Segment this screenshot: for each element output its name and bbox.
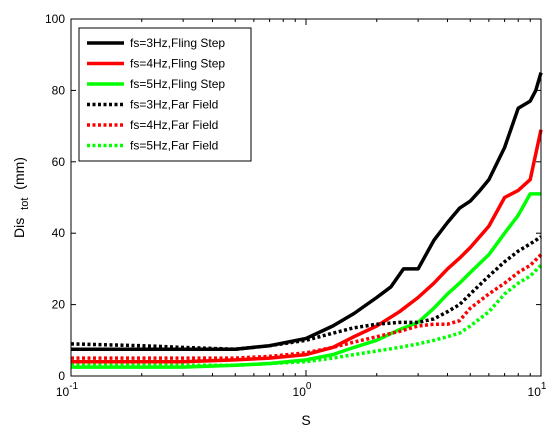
x-tick-label: 10-1 xyxy=(56,381,79,399)
x-axis-label: S xyxy=(301,412,310,428)
y-tick-label: 100 xyxy=(45,12,65,26)
series-line-3 xyxy=(71,192,541,369)
y-tick-label: 80 xyxy=(52,83,66,97)
legend-label: fs=4Hz,Far Field xyxy=(130,118,218,132)
x-tick-base: 10 xyxy=(528,385,542,399)
x-tick-base: 10 xyxy=(56,385,70,399)
y-tick-label: 0 xyxy=(58,369,65,383)
legend-label: fs=5Hz,Fling Step xyxy=(130,77,225,91)
y-tick-label: 60 xyxy=(52,155,66,169)
y-axis-label-unit: (mm) xyxy=(11,157,27,190)
series-line-6 xyxy=(71,264,543,368)
series-line-4 xyxy=(70,235,542,351)
series-line-2 xyxy=(71,129,543,364)
y-axis-label-sub: tot xyxy=(19,198,31,210)
legend-box xyxy=(78,27,252,162)
legend-label: fs=4Hz,Fling Step xyxy=(130,57,225,71)
x-tick-label: 101 xyxy=(528,381,547,399)
series-line-5 xyxy=(71,253,543,360)
legend-label: fs=3Hz,Fling Step xyxy=(130,36,225,50)
legend: fs=3Hz,Fling Step fs=4Hz,Fling Step fs=5Hz… xyxy=(78,27,252,162)
series-layer xyxy=(70,72,543,369)
x-tick-exponent: -1 xyxy=(69,381,78,392)
legend-label: fs=5Hz,Far Field xyxy=(130,139,218,153)
x-tick-exponent: 0 xyxy=(306,381,312,392)
legend-label: fs=3Hz,Far Field xyxy=(130,98,218,112)
y-axis-label: Dis tot (mm) xyxy=(11,157,31,238)
y-tick-label: 40 xyxy=(52,226,66,240)
x-tick-base: 10 xyxy=(293,385,307,399)
y-tick-label: 20 xyxy=(52,298,66,312)
x-tick-exponent: 1 xyxy=(541,381,547,392)
y-axis-label-main: Dis xyxy=(11,218,27,238)
x-tick-label: 100 xyxy=(293,381,312,399)
